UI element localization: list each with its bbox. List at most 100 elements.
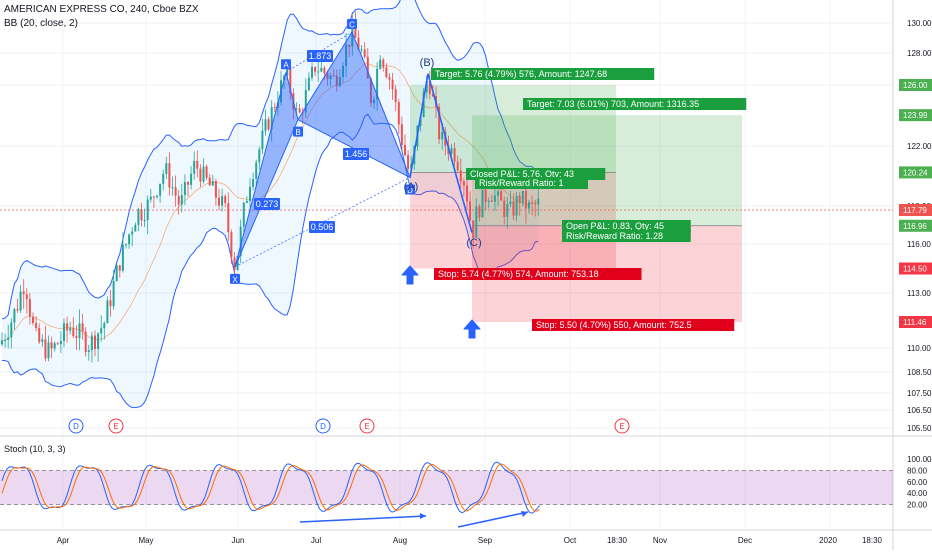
candle-body xyxy=(38,328,41,342)
candle-body xyxy=(400,124,403,145)
candle-body xyxy=(162,173,165,184)
position-1-target-label: Target: 5.76 (4.79%) 576, Amount: 1247.6… xyxy=(435,69,607,79)
candle-body xyxy=(497,191,499,196)
time-tick-label: Jul xyxy=(311,536,321,545)
price-tick-label: 105.50 xyxy=(907,424,932,433)
candle-body xyxy=(187,181,189,185)
pattern-point-d-badge xyxy=(405,184,415,195)
candle-body xyxy=(354,22,357,38)
candle-body xyxy=(78,323,81,339)
candle-body xyxy=(190,173,193,185)
candle-body xyxy=(146,199,149,221)
candle-body xyxy=(72,328,75,337)
price-tick-label: 106.50 xyxy=(907,406,932,415)
pattern-ac-line xyxy=(285,31,353,73)
price-tick-label: 113.00 xyxy=(907,289,931,298)
candle-body xyxy=(134,224,137,232)
candle-body xyxy=(211,181,214,186)
candle-body xyxy=(462,181,465,186)
candle-body xyxy=(289,66,292,94)
candle-body xyxy=(320,67,323,72)
candle-body xyxy=(44,339,47,359)
stoch-tick-label: 60.00 xyxy=(907,478,928,487)
candle-body xyxy=(388,77,391,80)
wave-label: (C) xyxy=(466,237,481,249)
event-d-label: D xyxy=(320,422,326,431)
ratio-label: 0.273 xyxy=(256,199,279,209)
price-tick-label: 122.00 xyxy=(907,142,932,151)
candle-body xyxy=(218,197,220,206)
candle-body xyxy=(66,323,69,331)
ratio-label: 1.873 xyxy=(309,51,332,61)
candle-body xyxy=(224,196,227,204)
candle-body xyxy=(456,161,459,171)
position-1-stop-label: Stop: 5.74 (4.77%) 574, Amount: 753.18 xyxy=(438,269,599,279)
event-e-badge xyxy=(108,418,124,434)
price-badge: 117.79 xyxy=(903,206,927,215)
candle-body xyxy=(199,168,202,182)
candle-body xyxy=(503,200,506,217)
price-badge: 123.99 xyxy=(903,111,928,120)
candle-body xyxy=(438,106,441,140)
candle-body xyxy=(168,163,171,188)
candle-body xyxy=(131,231,134,235)
candle-body xyxy=(490,200,493,202)
stoch-tick-label: 20.00 xyxy=(907,501,928,510)
candle-body xyxy=(239,226,242,257)
price-tick-label: 116.00 xyxy=(907,240,931,249)
chart-title: AMERICAN EXPRESS CO, 240, Cboe BZX xyxy=(4,4,199,15)
price-badge: 114.50 xyxy=(903,265,927,274)
candle-body xyxy=(475,206,478,238)
pattern-point-x: X xyxy=(232,275,238,284)
abc-path xyxy=(409,73,473,233)
candle-body xyxy=(7,337,10,340)
candle-body xyxy=(177,195,180,205)
candle-body xyxy=(332,75,335,77)
lower-band-line xyxy=(1,113,539,409)
candle-body xyxy=(304,90,307,113)
candle-body xyxy=(391,79,394,90)
candle-body xyxy=(196,160,199,169)
candle-body xyxy=(258,149,261,163)
candle-body xyxy=(35,323,38,329)
position-1-target-label-bg xyxy=(431,68,655,80)
price-badge-bg xyxy=(899,316,932,328)
candle-body xyxy=(81,323,84,332)
candle-body xyxy=(69,328,72,331)
price-badge-bg xyxy=(899,79,932,91)
candle-body xyxy=(531,202,534,204)
candle-body xyxy=(13,309,16,323)
candle-body xyxy=(481,189,484,218)
wave-label: (A) xyxy=(404,181,419,193)
time-tick-label: 18:30 xyxy=(607,536,628,545)
stoch-band xyxy=(0,470,893,505)
candle-body xyxy=(345,44,348,67)
time-tick-label: 2020 xyxy=(819,536,837,545)
stoch-tick-label: 40.00 xyxy=(907,489,928,498)
candle-body xyxy=(366,56,369,79)
candle-body xyxy=(50,342,53,349)
wave-label: (B) xyxy=(420,57,435,69)
candle-body xyxy=(208,177,211,186)
candle-body xyxy=(75,336,78,339)
candle-body xyxy=(236,256,239,270)
candle-body xyxy=(459,170,462,182)
price-badge-bg xyxy=(899,219,932,232)
ratio-label: 0.506 xyxy=(311,222,334,232)
candle-body xyxy=(360,49,363,51)
candle-body xyxy=(267,119,270,130)
position-2-stop-label-bg xyxy=(532,319,735,331)
position-2-open-label-bg xyxy=(562,220,691,232)
candle-body xyxy=(484,189,487,203)
position-2-target-label-bg xyxy=(523,98,747,110)
candle-body xyxy=(109,300,112,307)
event-e-label: E xyxy=(113,422,118,431)
divergence-line-1 xyxy=(299,515,427,523)
ratio-label: 1.456 xyxy=(345,149,368,159)
candle-body xyxy=(28,299,31,317)
ratio-badge xyxy=(309,221,335,233)
candle-body xyxy=(478,206,481,218)
price-badge: 111.46 xyxy=(903,318,927,327)
position-2-open-label: Open P&L: 0.83, Qty: 45 xyxy=(566,221,664,231)
